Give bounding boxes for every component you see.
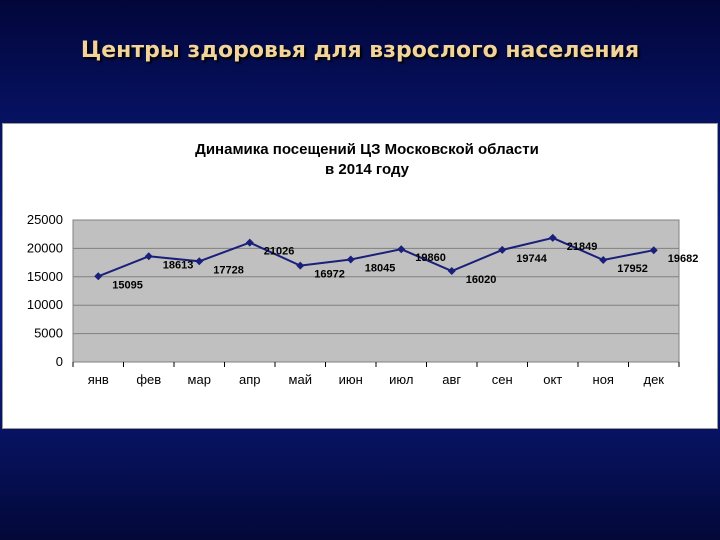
x-tick-label: янв bbox=[88, 372, 109, 387]
y-tick-label: 10000 bbox=[27, 297, 63, 312]
chart-subtitle: в 2014 году bbox=[325, 161, 410, 178]
data-point bbox=[548, 233, 557, 242]
y-axis-ticks: 0 5000 10000 15000 20000 25000 bbox=[27, 212, 63, 369]
data-label: 16020 bbox=[466, 274, 497, 286]
data-labels: 15095 18613 17728 21026 16972 18045 19860 16020… bbox=[112, 241, 698, 291]
data-label: 21026 bbox=[264, 246, 295, 258]
x-tick-label: сен bbox=[492, 372, 513, 387]
data-point bbox=[296, 261, 305, 270]
data-label: 17952 bbox=[617, 263, 648, 275]
data-point bbox=[346, 255, 355, 264]
x-tick-label: фев bbox=[136, 372, 161, 387]
x-tick-label: май bbox=[289, 372, 312, 387]
x-tick-label: мар bbox=[188, 372, 211, 387]
data-label: 19860 bbox=[415, 252, 446, 264]
data-label: 18045 bbox=[365, 263, 396, 275]
line-chart: Динамика посещений ЦЗ Московской области… bbox=[27, 141, 699, 387]
data-label: 15095 bbox=[112, 279, 143, 291]
data-point bbox=[144, 252, 153, 261]
data-points bbox=[94, 233, 658, 281]
data-label: 19682 bbox=[668, 253, 699, 265]
x-tick-label: авг bbox=[442, 372, 461, 387]
data-label: 19744 bbox=[516, 253, 547, 265]
x-tick-label: дек bbox=[643, 372, 664, 387]
data-point bbox=[195, 257, 204, 266]
y-tick-label: 15000 bbox=[27, 269, 63, 284]
data-point bbox=[649, 246, 658, 255]
data-point bbox=[397, 245, 406, 254]
plot-area bbox=[72, 219, 680, 363]
data-point bbox=[599, 256, 608, 265]
chart-frame: Динамика посещений ЦЗ Московской области… bbox=[2, 123, 718, 429]
data-point bbox=[498, 245, 507, 254]
x-tick-label: апр bbox=[239, 372, 261, 387]
series-line bbox=[97, 236, 654, 278]
x-tick-label: ноя bbox=[593, 372, 614, 387]
data-point bbox=[447, 267, 456, 276]
data-label: 17728 bbox=[213, 264, 244, 276]
x-tick-label: июл bbox=[389, 372, 413, 387]
chart-title: Динамика посещений ЦЗ Московской области bbox=[195, 141, 539, 158]
y-tick-label: 0 bbox=[56, 354, 63, 369]
y-tick-label: 5000 bbox=[34, 326, 63, 341]
y-tick-label: 25000 bbox=[27, 212, 63, 227]
slide-title: Центры здоровья для взрослого населения bbox=[80, 38, 640, 63]
data-label: 16972 bbox=[314, 269, 345, 281]
x-tick-label: окт bbox=[543, 372, 562, 387]
x-tick-label: июн bbox=[339, 372, 363, 387]
x-axis-ticks: янв фев мар апр май июн июл авг сен окт ноя дек bbox=[72, 362, 680, 387]
data-label: 18613 bbox=[163, 259, 194, 271]
data-point bbox=[245, 238, 254, 247]
data-label: 21849 bbox=[567, 241, 598, 253]
data-point bbox=[94, 272, 103, 281]
y-tick-label: 20000 bbox=[27, 240, 63, 255]
